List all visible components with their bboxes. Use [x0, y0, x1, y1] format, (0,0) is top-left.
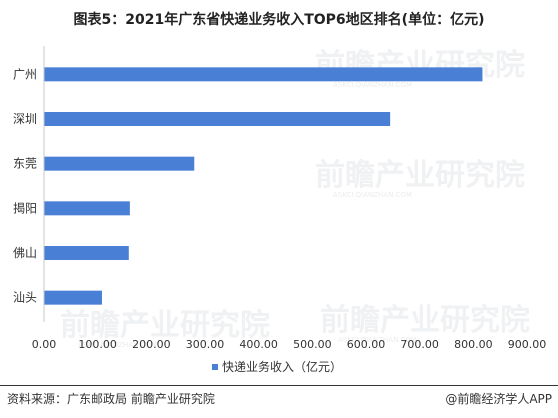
category-label: 东莞	[13, 157, 37, 171]
legend-label: 快递业务收入（亿元）	[222, 359, 342, 374]
category-label: 揭阳	[13, 200, 37, 215]
category-label: 广州	[13, 67, 37, 81]
x-tick-labels: 0.00 100.00 200.00 300.00 400.00 500.00 600.00…	[32, 338, 547, 351]
x-tick-label: 700.00	[400, 338, 439, 351]
x-tick-label: 600.00	[347, 338, 386, 351]
category-label: 深圳	[13, 112, 37, 126]
category-label: 佛山	[13, 246, 37, 260]
bar-1	[44, 67, 483, 82]
legend-swatch	[212, 364, 218, 370]
legend: 快递业务收入（亿元）	[212, 359, 342, 374]
watermarks: 前瞻产业研究院ASKCI.QIANZHAN.COM前瞻产业研究院ASKCI.QI…	[60, 48, 530, 349]
x-tick-label: 200.00	[132, 338, 171, 351]
watermark-subtext: ASKCI.QIANZHAN.COM	[338, 336, 417, 344]
footer: 资料来源：广东邮政局 前瞻产业研究院 @前瞻经济学人APP	[0, 385, 558, 412]
brand-link[interactable]: @前瞻经济学人APP	[445, 392, 552, 406]
bar-6	[44, 290, 102, 305]
watermark-text: 前瞻产业研究院	[320, 303, 530, 338]
bar-5	[44, 246, 129, 260]
x-tick-label: 100.00	[78, 338, 117, 351]
watermark-subtext: ASKCI.QIANZHAN.COM	[333, 81, 412, 89]
watermark-subtext: ASKCI.QIANZHAN.COM	[78, 341, 157, 349]
watermark-subtext: ASKCI.QIANZHAN.COM	[333, 191, 412, 199]
x-tick-label: 900.00	[508, 338, 547, 351]
bar-2	[44, 112, 391, 126]
bar-4	[44, 201, 130, 216]
x-tick-label: 800.00	[454, 338, 493, 351]
x-tick-label: 400.00	[239, 338, 278, 351]
category-label: 汕头	[13, 291, 37, 305]
bar-3	[44, 156, 195, 171]
watermark-text: 前瞻产业研究院	[60, 308, 270, 343]
bars-group	[44, 67, 483, 305]
source-note: 资料来源：广东邮政局 前瞻产业研究院	[7, 392, 215, 406]
chart-title: 图表5：2021年广东省快递业务收入TOP6地区排名(单位：亿元)	[73, 12, 485, 28]
x-tick-label: 500.00	[293, 338, 332, 351]
x-tick-label: 0.00	[32, 338, 57, 351]
watermark-text: 前瞻产业研究院	[315, 158, 525, 193]
bar-chart: 前瞻产业研究院ASKCI.QIANZHAN.COM前瞻产业研究院ASKCI.QI…	[13, 46, 547, 374]
x-tick-label: 300.00	[186, 338, 225, 351]
